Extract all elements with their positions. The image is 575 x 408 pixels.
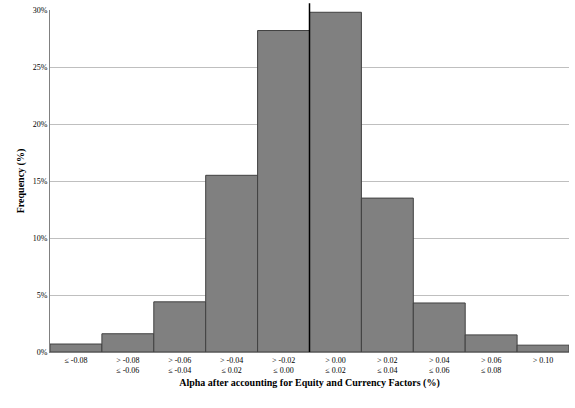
svg-text:15%: 15% (33, 177, 48, 186)
svg-text:> -0.02≤ 0.00: > -0.02≤ 0.00 (272, 356, 295, 375)
svg-text:20%: 20% (33, 120, 48, 129)
svg-text:> 0.06≤ 0.08: > 0.06≤ 0.08 (481, 356, 502, 375)
svg-text:> 0.10: > 0.10 (533, 356, 554, 365)
svg-text:> -0.04≤ 0.02: > -0.04≤ 0.02 (220, 356, 243, 375)
svg-text:> 0.04≤ 0.06: > 0.04≤ 0.06 (429, 356, 450, 375)
svg-text:> 0.02≤ 0.04: > 0.02≤ 0.04 (377, 356, 398, 375)
svg-text:5%: 5% (37, 291, 48, 300)
svg-text:25%: 25% (33, 63, 48, 72)
svg-text:≤ -0.08: ≤ -0.08 (64, 356, 87, 365)
svg-text:> 0.00≤ 0.02: > 0.00≤ 0.02 (325, 356, 346, 375)
svg-text:30%: 30% (33, 6, 48, 15)
svg-text:0%: 0% (37, 348, 48, 357)
svg-text:10%: 10% (33, 234, 48, 243)
svg-text:> -0.08≤ -0.06: > -0.08≤ -0.06 (116, 356, 139, 375)
svg-text:> -0.06≤ -0.04: > -0.06≤ -0.04 (168, 356, 191, 375)
svg-text:Alpha after accounting for Equ: Alpha after accounting for Equity and Cu… (179, 377, 440, 389)
svg-text:Frequency (%): Frequency (%) (15, 149, 27, 214)
